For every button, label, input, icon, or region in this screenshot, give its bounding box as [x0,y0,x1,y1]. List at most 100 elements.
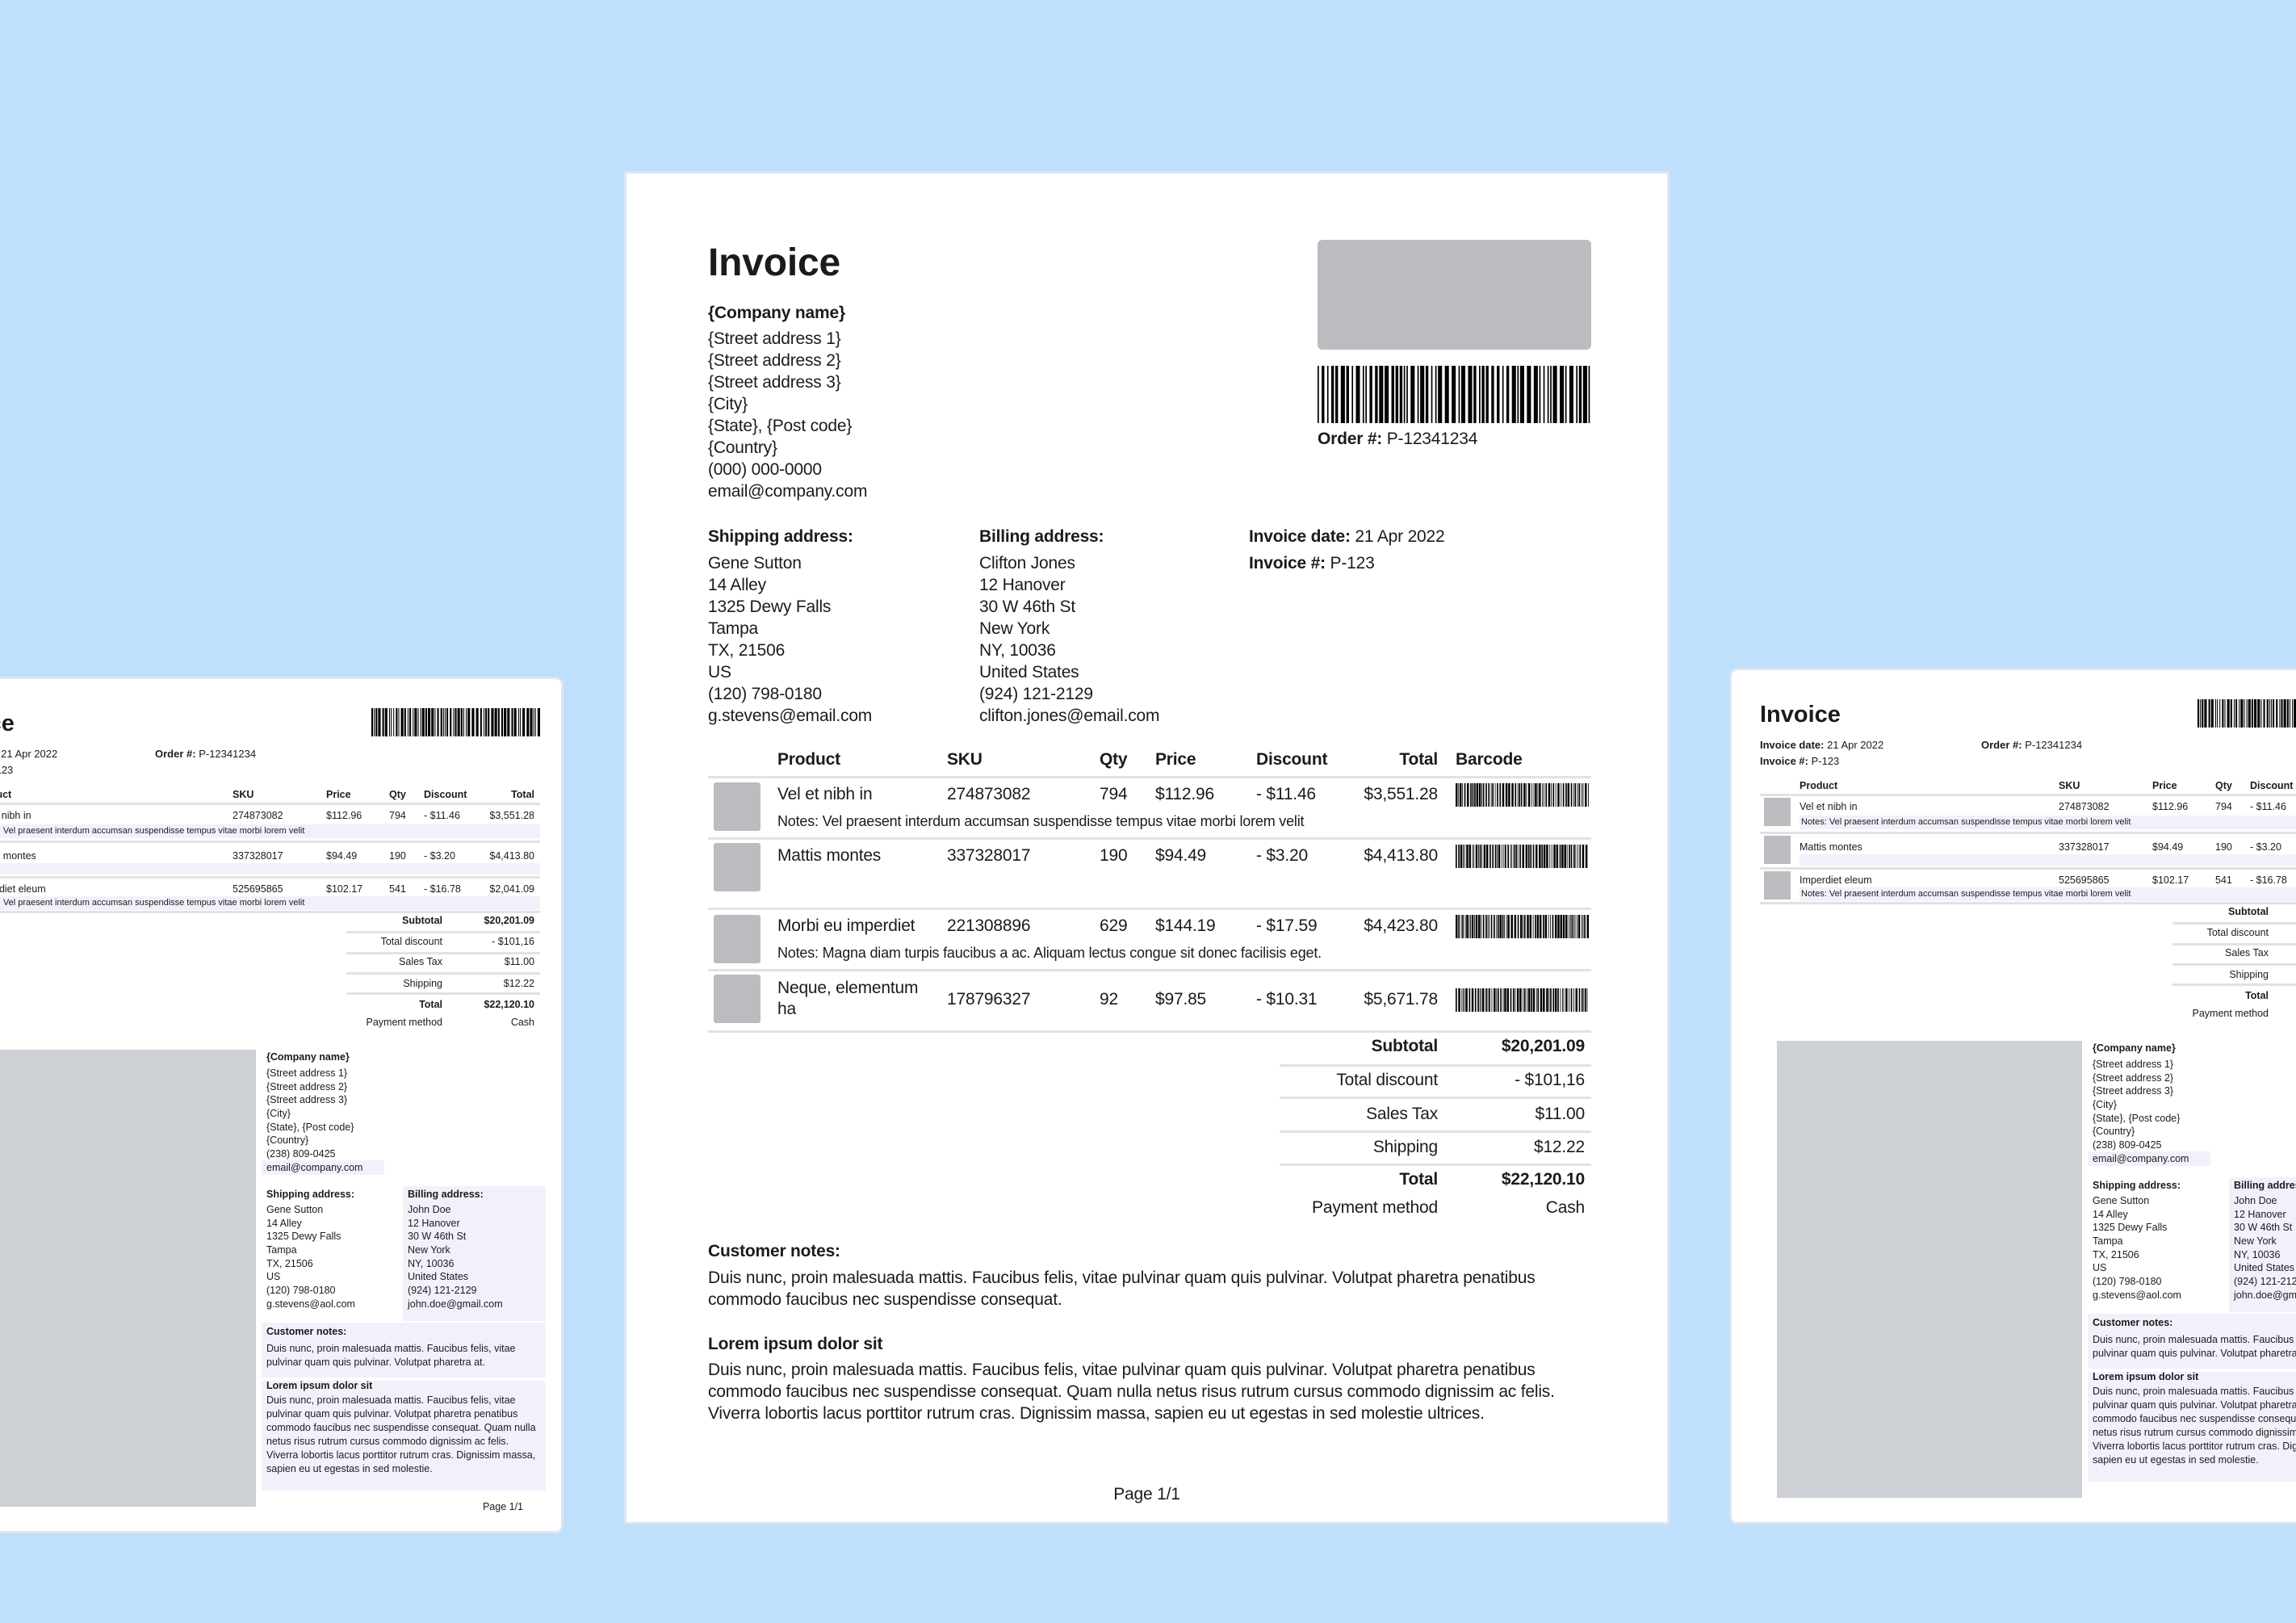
header-total: Total [511,789,534,800]
divider [2172,922,2296,925]
discount: - $11.46 [1256,785,1316,803]
address-line: NY, 10036 [2234,1248,2281,1260]
total: $2,041.09 [489,883,534,895]
address-line: NY, 10036 [979,641,1056,660]
lorem-box: Lorem ipsum dolor sit Duis nunc, proin m… [2088,1371,2296,1482]
invoice-number-label: Invoice #: [1760,755,1808,767]
divider [346,972,540,975]
divider [0,876,540,879]
page-number: Page 1/1 [1113,1485,1180,1503]
discount: - $16.78 [424,883,461,895]
address-line: John Doe [408,1204,451,1215]
side-invoice-right: Invoice Invoice date: 21 Apr 2022 Invoic… [1729,668,2296,1524]
shipping-address: Gene Sutton 14 Alley 1325 Dewy Falls Tampa T… [266,1203,355,1311]
sales-tax-label: Sales Tax [1366,1105,1438,1123]
discount: - $3.20 [2250,841,2281,853]
sales-tax-label: Sales Tax [399,956,442,967]
header-sku: SKU [2059,780,2080,791]
product: Morbi eu imperdiet [777,916,915,935]
row-notes: Notes: Vel praesent interdum accumsan su… [1800,887,2296,901]
payment-method-label: Payment method [366,1017,443,1028]
row-notes [1800,854,2296,866]
divider [0,911,540,913]
product: Mattis montes [1800,841,1862,853]
total-label: Total [419,999,442,1010]
divider [1280,1130,1591,1133]
divider [0,841,540,843]
qty: 629 [1100,916,1128,935]
address-line: Tampa [708,619,759,638]
order-number-value: P-12341234 [1386,430,1478,448]
total-discount-value: - $101,16 [1515,1071,1585,1089]
invoice-date-value: 21 Apr 2022 [1827,739,1884,751]
divider [708,908,1591,910]
product-image [714,915,760,963]
address-line: {Street address 2} [2093,1072,2174,1084]
address-line: (924) 121-2129 [408,1285,477,1297]
divider [1760,902,2296,904]
address-line: (000) 000-0000 [708,460,822,479]
customer-notes-heading: Customer notes: [266,1326,347,1337]
header-discount: Discount [2250,780,2294,791]
customer-notes-box: Customer notes: Duis nunc, proin malesua… [262,1323,546,1378]
discount: - $11.46 [2250,801,2286,812]
subtotal-label: Subtotal [402,915,442,926]
divider [0,803,540,805]
order-barcode [371,708,540,736]
address-line: (120) 798-0180 [708,685,822,703]
address-line: g.stevens@aol.com [266,1298,355,1310]
product-barcode [1456,845,1589,868]
header-sku: SKU [233,789,254,800]
payment-method-label: Payment method [2192,1008,2269,1019]
address-line: New York [408,1244,450,1256]
customer-notes-text: Duis nunc, proin malesuada mattis. Fauci… [2093,1334,2296,1359]
address-line: clifton.jones@email.com [979,707,1160,725]
sales-tax-label: Sales Tax [2225,947,2269,958]
order-number: Order #: P-12341234 [1318,428,1477,451]
invoice-date-value: 21 Apr 2022 [1355,527,1445,546]
shipping-label: Shipping [403,978,442,989]
address-line: Tampa [266,1244,297,1256]
price: $112.96 [1155,785,1214,803]
address-line: 12 Hanover [979,576,1066,594]
order-number: Order #: P-12341234 [155,747,256,761]
billing-heading: Billing address: [408,1189,484,1200]
shipping-address: Gene Sutton 14 Alley 1325 Dewy Falls Tampa T… [2093,1194,2181,1302]
total-label: Total [2245,990,2269,1001]
billing-address: John Doe 12 Hanover 30 W 46th St New York NY… [2234,1194,2296,1302]
table-row: Vel et nibh in 274873082 794 $112.96 - $… [626,778,1667,837]
table-row: Imperdiet eleum 525695865 $102.17 541 - … [0,879,561,911]
divider [2172,943,2296,946]
divider [1280,1097,1591,1099]
product-image [714,975,760,1023]
invoice-date: Invoice date: 21 Apr 2022 [1249,526,1445,548]
header-price: Price [2152,780,2177,791]
address-line: Gene Sutton [2093,1195,2150,1206]
address-line: 1325 Dewy Falls [266,1231,341,1243]
company-name: {Company name} [2093,1042,2176,1054]
divider [708,776,1591,778]
invoice-number-value: P-123 [0,764,14,776]
order-number-label: Order #: [155,748,196,760]
sku: 525695865 [233,883,283,895]
sku: 274873082 [947,785,1031,803]
shipping-label: Shipping [1372,1138,1438,1156]
shipping-heading: Shipping address: [266,1189,355,1200]
price: $97.85 [1155,990,1207,1009]
invoice-date: Invoice date: 21 Apr 2022 [0,747,57,761]
address-line: (120) 798-0180 [266,1285,336,1297]
address-line: (924) 121-2129 [2234,1276,2296,1288]
company-address: {Street address 1} {Street address 2} {Str… [266,1067,362,1175]
product: Imperdiet eleum [0,883,46,895]
address-line: New York [2234,1235,2277,1248]
header-qty: Qty [2215,780,2232,791]
email-highlight [262,1160,384,1175]
billing-highlight [2229,1177,2296,1312]
row-notes: Notes: Magna diam turpis faucibus a ac. … [777,945,1322,961]
sku: 221308896 [947,916,1031,935]
address-line: email@company.com [708,482,868,501]
price: $144.19 [1155,916,1216,935]
product-barcode [1456,988,1589,1012]
payment-method-value: Cash [510,1017,534,1028]
sku: 274873082 [2059,801,2110,812]
